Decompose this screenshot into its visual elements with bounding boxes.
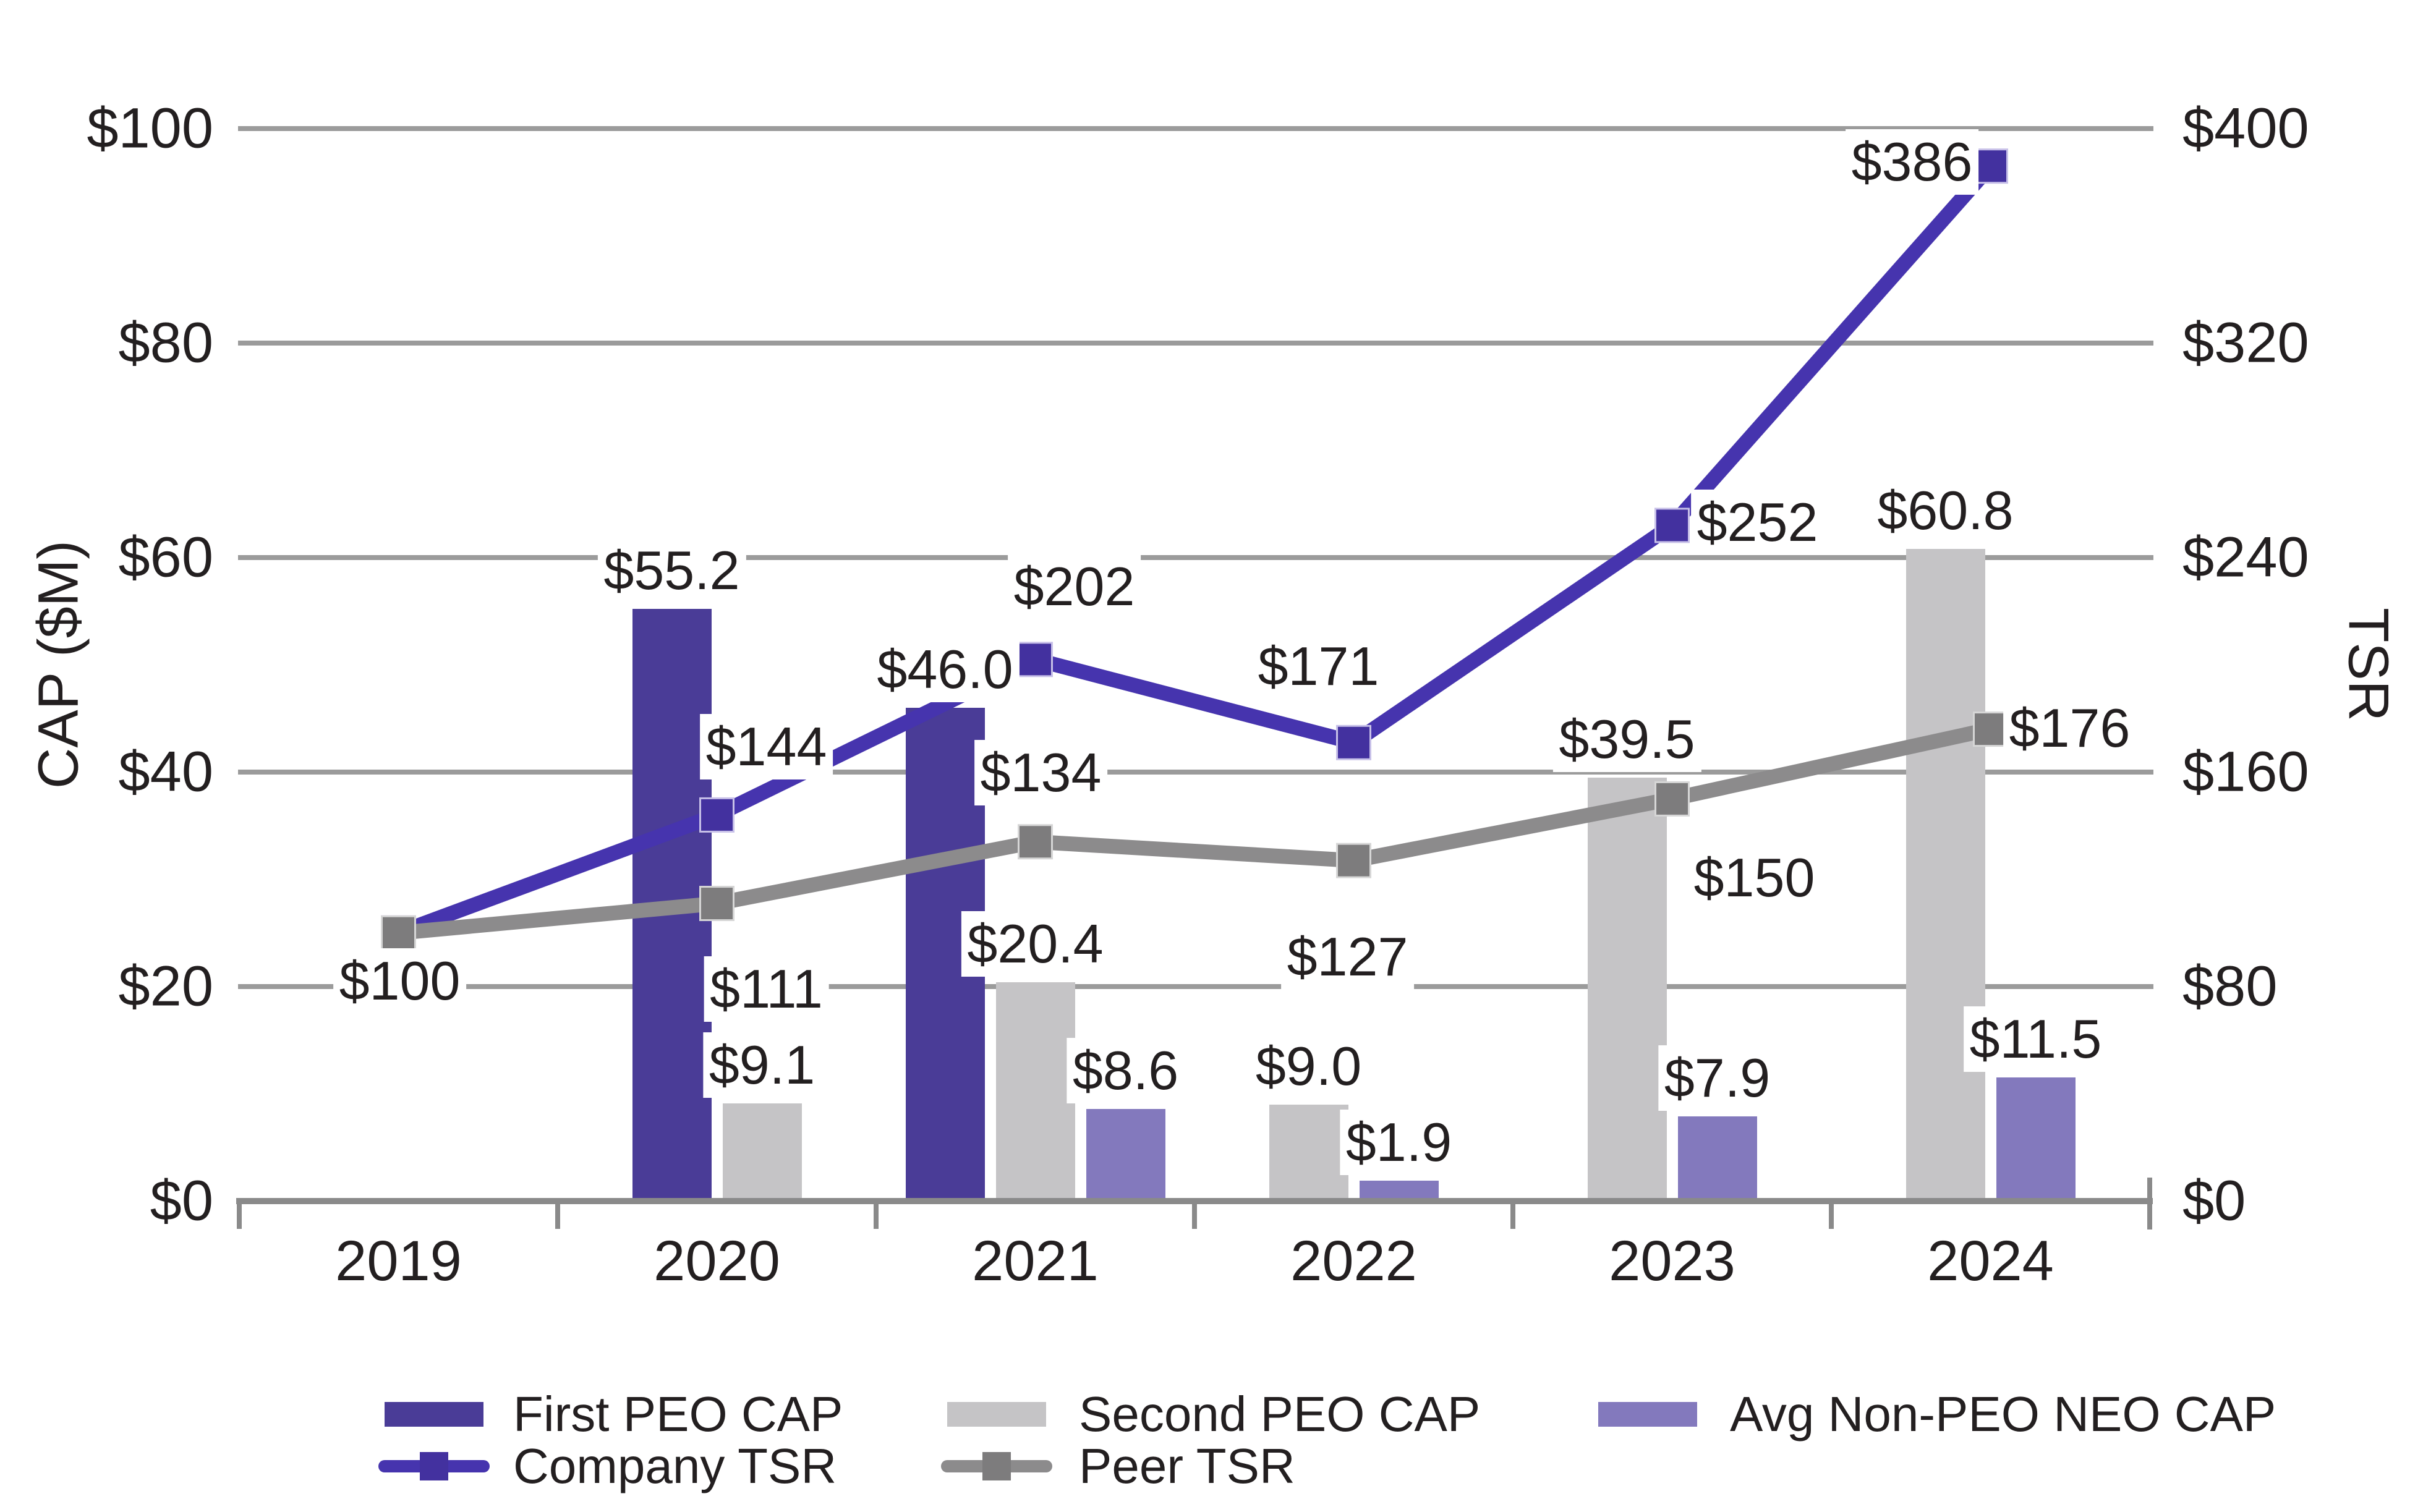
tsr-value-label: $127	[1280, 924, 1415, 990]
x-axis-tick	[237, 1201, 242, 1229]
left-axis-tick-label: $80	[118, 311, 214, 375]
bar-value-label: $39.5	[1552, 706, 1701, 772]
x-axis-tick	[2147, 1178, 2152, 1230]
gridline	[238, 984, 2153, 989]
right-axis-tick-label: $320	[2182, 311, 2309, 375]
bar-value-label: $20.4	[961, 911, 1110, 977]
bar-value-label: $55.2	[597, 538, 746, 604]
bar-second-peo-cap-2020	[722, 1103, 802, 1201]
bar-value-label: $7.9	[1658, 1045, 1777, 1111]
legend-label: Second PEO CAP	[1079, 1387, 1481, 1442]
x-axis-category-label: 2019	[335, 1230, 462, 1293]
x-axis-category-label: 2020	[654, 1230, 780, 1293]
x-axis-tick	[1192, 1201, 1197, 1229]
x-axis-category-label: 2022	[1290, 1230, 1417, 1293]
marker-peer-tsr	[699, 886, 734, 922]
gridline	[238, 555, 2153, 560]
tsr-value-label: $134	[974, 739, 1108, 805]
tsr-value-label: $386	[1845, 129, 1979, 195]
bar-second-peo-cap-2024	[1905, 549, 1985, 1201]
right-axis-tick-label: $240	[2182, 525, 2309, 589]
tsr-value-label: $176	[2003, 695, 2137, 761]
line-peer-tsr	[398, 721, 1993, 941]
x-axis-tick	[1829, 1201, 1834, 1229]
bar-avg-non-peo-neo-cap-2022	[1359, 1181, 1439, 1201]
right-axis-tick-label: $80	[2182, 954, 2278, 1018]
right-axis-tick-label: $160	[2182, 740, 2309, 804]
marker-peer-tsr	[1336, 843, 1371, 878]
right-axis-title: TSR	[2336, 608, 2400, 721]
legend-marker	[982, 1452, 1011, 1480]
legend-swatch-avg-non-peo-neo-cap	[1598, 1402, 1697, 1427]
marker-peer-tsr	[1018, 824, 1053, 860]
gridline	[238, 341, 2153, 346]
right-axis-tick-label: $0	[2182, 1169, 2246, 1233]
left-axis-tick-label: $100	[87, 96, 213, 160]
gridline	[238, 770, 2153, 775]
marker-peer-tsr	[1654, 781, 1690, 817]
bar-value-label: $60.8	[1871, 478, 2020, 544]
x-axis-tick	[555, 1201, 560, 1229]
bar-value-label: $1.9	[1339, 1110, 1458, 1176]
tsr-value-label: $150	[1687, 845, 1821, 911]
x-axis-category-label: 2021	[972, 1230, 1099, 1293]
x-axis-category-label: 2023	[1609, 1230, 1735, 1293]
bar-value-label: $8.6	[1066, 1037, 1185, 1103]
bar-value-label: $46.0	[871, 636, 1020, 702]
legend-label: First PEO CAP	[513, 1387, 843, 1442]
marker-peer-tsr	[1973, 711, 2008, 747]
tsr-value-label: $100	[333, 948, 467, 1014]
x-axis-category-label: 2024	[1927, 1230, 2054, 1293]
bar-value-label: $9.1	[702, 1032, 822, 1098]
legend-label: Company TSR	[513, 1438, 837, 1493]
tsr-value-label: $144	[699, 714, 833, 780]
right-axis-tick-label: $400	[2182, 96, 2309, 160]
legend-swatch-first-peo-cap	[385, 1402, 483, 1427]
legend-label: Peer TSR	[1079, 1438, 1295, 1493]
bar-avg-non-peo-neo-cap-2021	[1086, 1108, 1165, 1201]
tsr-value-label: $202	[1007, 553, 1141, 619]
marker-company-tsr	[1018, 642, 1053, 677]
legend-swatch-second-peo-cap	[947, 1402, 1046, 1427]
tsr-value-label: $111	[704, 956, 829, 1022]
bar-second-peo-cap-2021	[995, 982, 1075, 1201]
bar-value-label: $11.5	[1963, 1006, 2108, 1072]
tsr-value-label: $252	[1690, 489, 1825, 555]
bar-second-peo-cap-2023	[1587, 777, 1667, 1201]
line-company-tsr	[396, 161, 1996, 940]
bar-avg-non-peo-neo-cap-2023	[1677, 1116, 1757, 1201]
left-axis-tick-label: $40	[118, 740, 214, 804]
left-axis-tick-label: $20	[118, 954, 214, 1018]
x-axis-tick	[1510, 1201, 1515, 1229]
marker-company-tsr	[1973, 148, 2008, 184]
marker-company-tsr	[1336, 724, 1371, 760]
tsr-value-label: $171	[1251, 634, 1386, 700]
x-axis-tick	[874, 1201, 879, 1229]
left-axis-tick-label: $60	[118, 525, 214, 589]
bar-value-label: $9.0	[1249, 1033, 1368, 1099]
bar-avg-non-peo-neo-cap-2024	[1996, 1077, 2076, 1201]
marker-company-tsr	[1654, 508, 1690, 543]
left-axis-tick-label: $0	[150, 1169, 213, 1233]
legend-marker	[420, 1452, 448, 1480]
bar-second-peo-cap-2022	[1269, 1104, 1348, 1201]
marker-company-tsr	[699, 797, 734, 833]
legend-label: Avg Non-PEO NEO CAP	[1730, 1387, 2276, 1442]
marker-peer-tsr	[381, 915, 416, 951]
gridline	[238, 126, 2153, 131]
